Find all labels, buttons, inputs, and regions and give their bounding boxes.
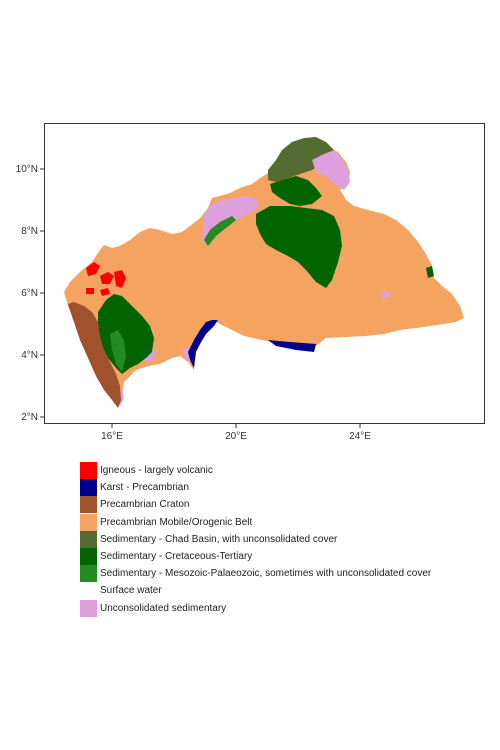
igneous-region-4: [100, 288, 110, 296]
legend-item-cretaceous-tertiary: Sedimentary - Cretaceous-Tertiary: [80, 548, 431, 566]
legend-label: Precambrian Mobile/Orogenic Belt: [100, 516, 253, 528]
karst-bangui-region: [188, 320, 218, 368]
legend-label: Surface water: [100, 585, 162, 597]
x-axis: [111, 424, 361, 428]
karst-south-region: [268, 340, 316, 352]
legend-label: Sedimentary - Cretaceous-Tertiary: [100, 551, 253, 563]
unconsolidated-ne-region: [312, 150, 350, 190]
legend-swatch: [80, 513, 97, 531]
legend-item-craton: Precambrian Craton: [80, 496, 431, 514]
map-panel-border: [44, 123, 485, 424]
igneous-region-3: [114, 270, 126, 288]
legend-swatch: [80, 479, 97, 497]
precambrian-craton-region: [68, 302, 121, 408]
y-axis: [40, 168, 44, 418]
legend-label: Sedimentary - Chad Basin, with unconsoli…: [100, 533, 338, 545]
unconsolidated-central-spot: [382, 292, 390, 298]
legend-label: Unconsolidated sedimentary: [100, 602, 227, 614]
legend-label: Igneous - largely volcanic: [100, 465, 213, 477]
igneous-region-1: [86, 262, 100, 276]
cretaceous-tertiary-north-region: [270, 176, 322, 206]
y-tick-label: 2°N: [21, 412, 38, 423]
legend-item-karst: Karst - Precambrian: [80, 479, 431, 497]
legend-swatch: [80, 462, 97, 480]
cretaceous-tertiary-central-region: [256, 206, 342, 288]
x-tick-label: 20°E: [225, 431, 247, 442]
y-tick-label: 10°N: [16, 164, 38, 175]
x-tick-label: 24°E: [349, 431, 371, 442]
y-tick-label: 4°N: [21, 350, 38, 361]
legend-swatch: [80, 565, 97, 583]
legend-label: Karst - Precambrian: [100, 482, 189, 494]
cretaceous-tertiary-west-region: [98, 294, 154, 374]
legend-swatch: [80, 599, 97, 617]
mesozoic-palaeozoic-region: [110, 330, 126, 372]
legend-item-mesozoic-palaeozoic: Sedimentary - Mesozoic-Palaeozoic, somet…: [80, 565, 432, 583]
y-tick-label: 6°N: [21, 288, 38, 299]
mesozoic-palaeozoic-north-strip: [204, 216, 236, 246]
y-tick-label: 8°N: [21, 226, 38, 237]
legend-label: Sedimentary - Mesozoic-Palaeozoic, somet…: [100, 568, 432, 580]
legend-item-unconsolidated: Unconsolidated sedimentary: [80, 599, 431, 617]
cretaceous-tertiary-east-edge: [426, 266, 434, 278]
chad-basin-region: [268, 137, 340, 182]
legend-item-igneous: Igneous - largely volcanic: [80, 462, 431, 480]
x-tick-label: 16°E: [101, 431, 123, 442]
legend-swatch: [80, 530, 97, 548]
legend-swatch: [80, 496, 97, 514]
igneous-region-2: [100, 272, 114, 284]
igneous-region-5: [86, 288, 94, 294]
legend: Igneous - largely volcanic Karst - Preca…: [80, 462, 431, 617]
legend-swatch: [80, 582, 97, 600]
legend-item-chad-basin: Sedimentary - Chad Basin, with unconsoli…: [80, 530, 431, 548]
legend-swatch: [80, 548, 97, 566]
mobile-belt-region: [64, 137, 464, 408]
legend-label: Precambrian Craton: [100, 499, 190, 511]
legend-item-mobile-belt: Precambrian Mobile/Orogenic Belt: [80, 513, 431, 531]
legend-item-surface-water: Surface water: [80, 582, 431, 600]
